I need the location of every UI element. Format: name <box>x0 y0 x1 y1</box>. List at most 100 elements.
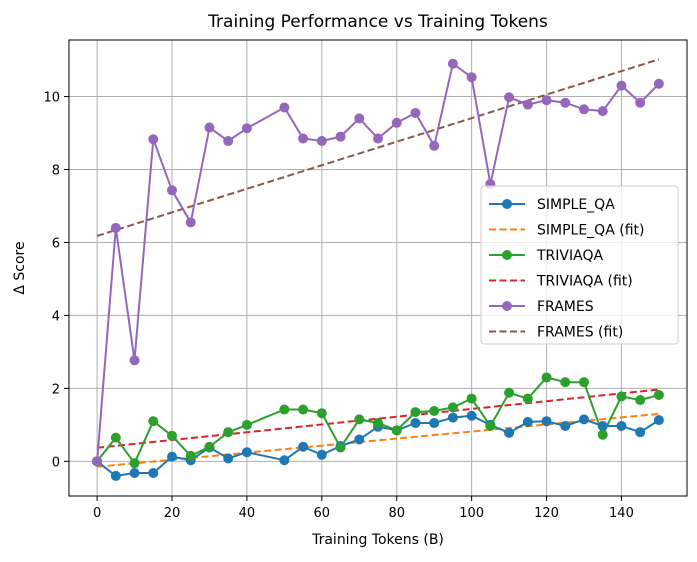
triviaqa-point <box>429 406 440 417</box>
triviaqa-point <box>653 389 664 400</box>
triviaqa-point <box>223 427 234 438</box>
legend-marker-triviaqa <box>502 250 512 260</box>
x-tick-label: 140 <box>609 506 634 521</box>
simple-qa-point <box>579 414 589 425</box>
x-tick-label: 40 <box>239 506 256 521</box>
triviaqa-point <box>241 419 252 430</box>
triviaqa-point <box>148 416 159 427</box>
simple-qa-point <box>241 447 252 458</box>
frames-point <box>204 122 215 133</box>
x-tick-label: 120 <box>534 506 559 521</box>
simple-qa-point <box>447 412 458 423</box>
frames-point <box>241 123 252 134</box>
legend-box <box>480 185 679 345</box>
legend-label-triviaqa: TRIVIAQA <box>536 248 603 264</box>
simple-qa-point <box>223 453 234 464</box>
simple-qa-point <box>541 416 552 427</box>
frames-point <box>185 217 196 228</box>
frames-point <box>466 72 477 83</box>
y-tick-label: 10 <box>43 91 60 106</box>
legend-marker-simple-qa <box>502 199 512 209</box>
triviaqa-point <box>597 429 608 440</box>
y-axis-label: Δ Score <box>12 241 28 294</box>
y-tick-label: 6 <box>52 236 60 251</box>
x-axis-label: Training Tokens (B) <box>311 532 444 548</box>
triviaqa-point <box>354 414 365 425</box>
triviaqa-point <box>204 441 215 452</box>
simple-qa-point <box>316 449 327 460</box>
triviaqa-point <box>110 432 121 443</box>
simple-qa-point <box>597 420 608 431</box>
simple-qa-point <box>110 470 121 481</box>
legend-label-simple-qa-fit: SIMPLE_QA (fit) <box>537 223 644 239</box>
simple-qa-point <box>298 441 309 452</box>
triviaqa-point <box>504 387 515 398</box>
frames-point <box>410 107 421 118</box>
triviaqa-point <box>466 393 477 404</box>
frames-point <box>447 58 458 69</box>
x-tick-label: 20 <box>164 506 181 521</box>
frames-point <box>335 131 346 142</box>
chart-title: Training Performance vs Training Tokens <box>207 12 548 32</box>
triviaqa-point <box>167 430 177 441</box>
data-points <box>92 58 664 481</box>
frames-point <box>579 104 589 115</box>
x-axis-ticks: 0 20 40 60 80 100 120 140 <box>93 496 634 521</box>
simple-qa-point <box>167 451 177 462</box>
simple-qa-point <box>560 420 571 431</box>
simple-qa-point <box>616 420 627 431</box>
frames-point <box>616 80 627 91</box>
simple-qa-point <box>410 418 421 429</box>
triviaqa-point <box>560 377 571 388</box>
frames-point <box>129 355 140 366</box>
x-tick-label: 0 <box>93 506 101 521</box>
simple-qa-point <box>429 418 440 429</box>
frames-point <box>298 133 309 144</box>
simple-qa-point <box>148 468 159 479</box>
frames-point <box>560 97 571 108</box>
y-tick-label: 0 <box>52 455 60 470</box>
plot-frame <box>68 39 688 497</box>
y-tick-label: 2 <box>52 382 60 397</box>
triviaqa-point <box>298 404 309 415</box>
frames-fit-line <box>96 58 660 237</box>
frames-point <box>316 136 327 147</box>
triviaqa-point <box>335 442 346 453</box>
simple-qa-point <box>466 410 477 421</box>
simple-qa-point <box>279 455 290 466</box>
legend-label-triviaqa-fit: TRIVIAQA (fit) <box>536 274 633 290</box>
simple-qa-point <box>653 415 664 426</box>
simple-qa-point <box>504 427 515 438</box>
frames-point <box>223 136 234 147</box>
frames-point <box>653 78 664 89</box>
triviaqa-point <box>373 418 383 429</box>
legend: SIMPLE_QA SIMPLE_QA (fit) TRIVIAQA TRIVIAQA… <box>480 185 679 345</box>
legend-marker-frames <box>502 301 512 311</box>
frames-point <box>597 106 608 117</box>
x-tick-label: 100 <box>459 506 484 521</box>
y-axis-ticks: 0 2 4 6 8 10 <box>43 91 69 470</box>
simple-qa-point <box>635 427 646 438</box>
frames-point <box>279 102 290 113</box>
fit-lines <box>96 58 660 468</box>
frames-point <box>522 99 533 110</box>
simple-qa-point <box>129 468 140 479</box>
triviaqa-point <box>635 395 646 406</box>
frames-point <box>354 113 365 124</box>
frames-point <box>92 456 103 467</box>
triviaqa-point <box>410 407 421 418</box>
y-tick-label: 8 <box>52 164 60 179</box>
triviaqa-point <box>522 393 533 404</box>
triviaqa-point <box>129 458 140 469</box>
y-tick-label: 4 <box>52 309 60 324</box>
triviaqa-point <box>616 391 627 402</box>
frames-point <box>167 185 177 196</box>
x-tick-label: 80 <box>388 506 405 521</box>
frames-point <box>110 222 121 233</box>
frames-point <box>391 117 402 128</box>
frames-point <box>148 134 159 145</box>
triviaqa-point <box>541 372 552 383</box>
triviaqa-point <box>485 420 496 431</box>
triviaqa-point <box>185 450 196 461</box>
